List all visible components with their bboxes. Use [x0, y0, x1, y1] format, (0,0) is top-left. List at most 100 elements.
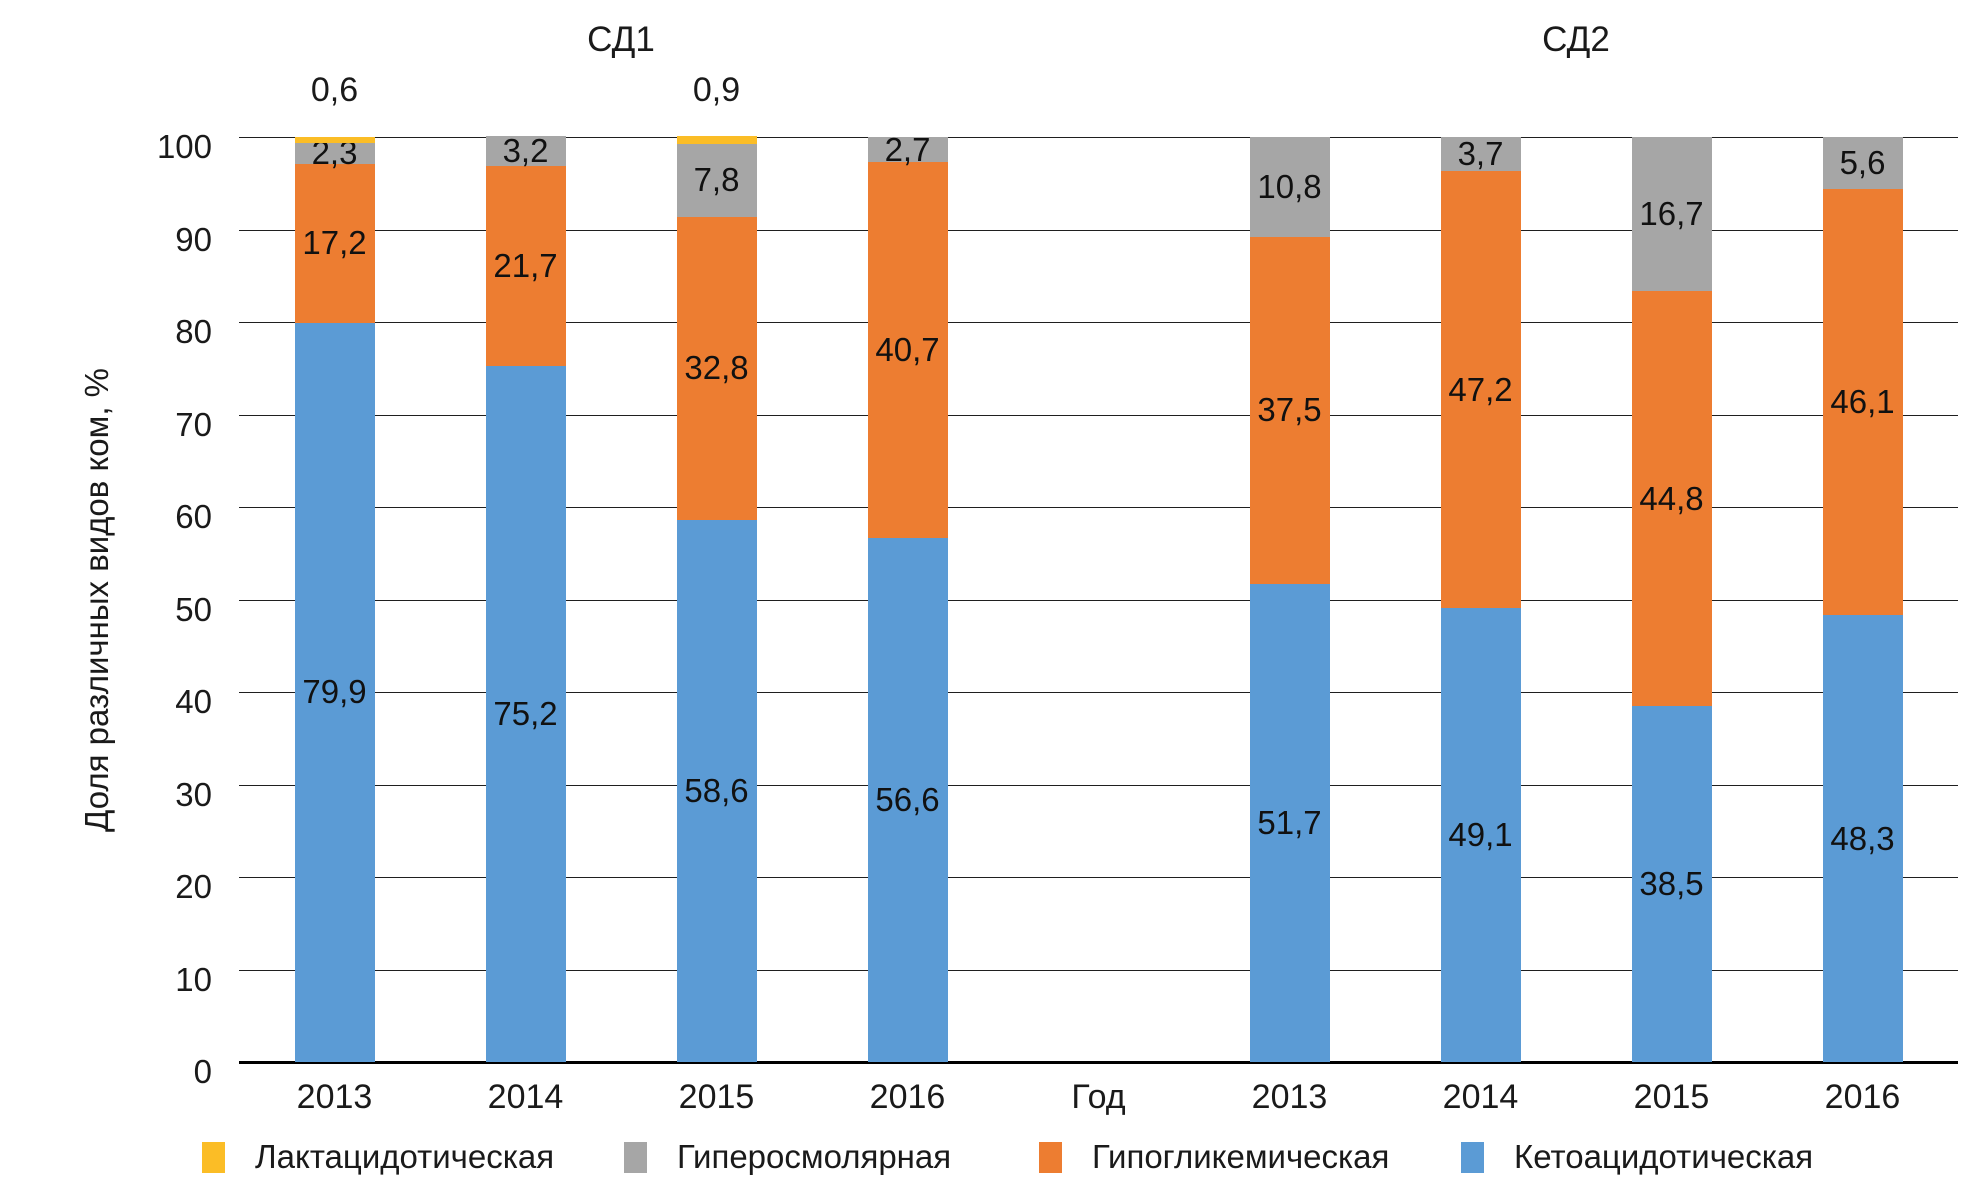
bar-segment	[676, 136, 757, 145]
bar-segment: 17,2	[294, 163, 375, 323]
segment-value-label: 51,7	[1257, 803, 1322, 841]
legend-marker	[624, 1141, 647, 1173]
bar-segment: 56,6	[867, 538, 948, 1062]
bar: 49,1 47,2 3,7	[1440, 135, 1521, 1062]
x-tick-label: 2013	[296, 1078, 373, 1116]
legend-marker	[1461, 1141, 1484, 1173]
y-tick-label: 30	[175, 775, 212, 813]
bar: 58,6 32,8 7,8	[676, 136, 757, 1062]
legend-marker	[1039, 1141, 1062, 1173]
legend-label: Гиперосмолярная	[677, 1138, 952, 1175]
bar-segment: 48,3	[1822, 615, 1903, 1062]
plot-area	[239, 137, 1958, 1064]
gridline	[239, 599, 1958, 601]
gridline	[239, 414, 1958, 416]
y-tick-label: 60	[175, 498, 212, 535]
bar: 75,2 21,7 3,2	[485, 133, 566, 1062]
bar-segment: 10,8	[1249, 137, 1330, 237]
x-axis-line	[239, 1061, 1958, 1064]
bar: 56,6 40,7 2,7	[867, 132, 948, 1062]
segment-value-label: 40,7	[875, 331, 940, 369]
x-tick-label: 2014	[487, 1078, 564, 1116]
y-tick-label: 80	[175, 313, 212, 350]
segment-value-label: 32,8	[684, 349, 749, 387]
bar-segment: 38,5	[1631, 705, 1712, 1062]
bar-segment: 75,2	[485, 366, 566, 1062]
bar-segment	[294, 137, 375, 143]
segment-value-label-above: 0,6	[310, 71, 359, 109]
y-tick-label: 90	[175, 220, 212, 258]
segment-value-label: 37,5	[1257, 391, 1322, 429]
legend-item: Лактацидотическая	[202, 1140, 554, 1174]
x-tick-label: 2015	[1633, 1078, 1710, 1116]
bar-segment: 46,1	[1822, 188, 1903, 616]
segment-value-label: 17,2	[302, 224, 367, 262]
bar: 38,5 44,8 16,7	[1631, 137, 1712, 1062]
bar-segment: 5,6	[1822, 137, 1903, 189]
bar: 79,9 17,2 2,3	[294, 136, 375, 1062]
segment-value-label: 75,2	[493, 695, 558, 733]
x-tick-label: 2016	[1824, 1078, 1901, 1116]
gridline	[239, 137, 1958, 138]
segment-value-label: 10,8	[1257, 167, 1322, 205]
bar-segment: 79,9	[294, 322, 375, 1062]
bar-segment: 44,8	[1631, 291, 1712, 706]
bar-segment: 7,8	[676, 144, 757, 217]
legend-marker	[202, 1141, 225, 1173]
segment-value-label: 2,7	[884, 130, 931, 168]
bar-segment: 51,7	[1249, 583, 1330, 1062]
legend-label: Гипогликемическая	[1092, 1138, 1390, 1175]
gridline	[239, 877, 1958, 878]
y-tick-label: 20	[175, 868, 212, 905]
bar-segment: 3,2	[485, 133, 566, 167]
legend-item: Кетоацидотическая	[1461, 1140, 1813, 1174]
segment-value-label: 16,7	[1639, 195, 1704, 233]
gridline	[239, 229, 1958, 231]
legend-label: Лактацидотическая	[255, 1138, 555, 1175]
segment-value-label: 7,8	[693, 161, 740, 199]
bar: 51,7 37,5 10,8	[1249, 137, 1330, 1062]
y-tick-label: 50	[175, 590, 212, 628]
segment-value-label: 3,7	[1457, 135, 1504, 173]
gridline	[239, 507, 1958, 508]
y-tick-label: 70	[175, 405, 212, 443]
bar: 48,3 46,1 5,6	[1822, 137, 1903, 1062]
gridline	[239, 969, 1958, 971]
segment-value-label: 47,2	[1448, 370, 1513, 408]
bar-segment: 37,5	[1249, 236, 1330, 584]
segment-value-label: 79,9	[302, 673, 367, 711]
x-axis-title: Год	[1071, 1078, 1126, 1116]
x-tick-label: 2015	[678, 1078, 755, 1116]
bar-segment: 40,7	[867, 161, 948, 539]
x-tick-label: 2014	[1442, 1078, 1519, 1116]
group-title-sd2: СД2	[1542, 20, 1610, 59]
legend-item: Гипогликемическая	[1039, 1140, 1389, 1174]
bar-segment: 58,6	[676, 519, 757, 1062]
segment-value-label-above: 0,9	[692, 71, 741, 109]
segment-value-label: 46,1	[1830, 383, 1895, 421]
y-tick-label: 40	[175, 683, 212, 720]
segment-value-label: 21,7	[493, 247, 558, 285]
segment-value-label: 49,1	[1448, 815, 1513, 853]
group-title-sd1: СД1	[587, 20, 655, 59]
legend-item: Гиперосмолярная	[624, 1140, 951, 1174]
x-tick-label: 2016	[869, 1078, 946, 1116]
gridline	[239, 784, 1958, 786]
y-tick-label: 0	[193, 1053, 212, 1090]
bar-segment: 47,2	[1440, 171, 1521, 608]
bar-segment: 2,7	[867, 132, 948, 166]
segment-value-label: 56,6	[875, 781, 940, 819]
bar-segment: 49,1	[1440, 607, 1521, 1062]
y-tick-label: 10	[175, 960, 212, 998]
bar-segment: 21,7	[485, 165, 566, 367]
segment-value-label: 44,8	[1639, 479, 1704, 517]
y-tick-label: 100	[156, 128, 212, 165]
segment-value-label: 5,6	[1839, 143, 1886, 181]
gridline	[239, 692, 1958, 693]
gridline	[239, 322, 1958, 323]
segment-value-label: 38,5	[1639, 864, 1704, 902]
bar-segment: 2,3	[294, 136, 375, 170]
legend-label: Кетоацидотическая	[1514, 1138, 1814, 1175]
segment-value-label: 58,6	[684, 771, 749, 809]
